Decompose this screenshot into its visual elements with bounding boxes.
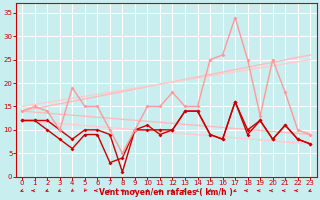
X-axis label: Vent moyen/en rafales ( km/h ): Vent moyen/en rafales ( km/h ) [100, 188, 233, 197]
